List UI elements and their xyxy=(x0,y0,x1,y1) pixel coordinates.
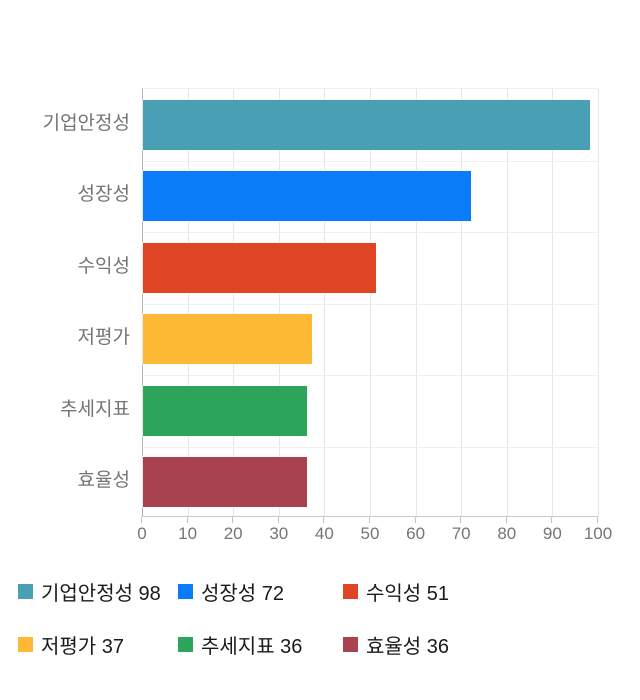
x-tick-label: 30 xyxy=(269,524,289,543)
horizontal-gridline xyxy=(143,232,598,233)
x-axis-tick xyxy=(414,517,416,523)
x-tick-label: 40 xyxy=(314,524,334,543)
category-label: 추세지표 xyxy=(60,399,130,420)
bar-추세지표[interactable] xyxy=(143,386,307,436)
legend-label: 저평가 37 xyxy=(41,636,125,658)
vertical-gridline xyxy=(233,89,235,516)
x-tick-label: 0 xyxy=(137,524,147,543)
x-axis-tick xyxy=(505,517,507,523)
vertical-gridline xyxy=(370,89,371,516)
bar-저평가[interactable] xyxy=(143,314,312,364)
legend-swatch-icon xyxy=(18,584,33,599)
x-axis-tick xyxy=(232,517,234,523)
vertical-gridline xyxy=(598,89,599,516)
bar-기업안정성[interactable] xyxy=(143,100,590,150)
x-axis-tick xyxy=(597,517,598,523)
legend-swatch-icon xyxy=(18,637,33,652)
x-tick-label: 70 xyxy=(451,524,471,543)
vertical-gridline xyxy=(324,89,326,516)
x-tick-label: 50 xyxy=(360,524,380,543)
bar-효율성[interactable] xyxy=(143,457,307,507)
legend-swatch-icon xyxy=(178,584,193,599)
category-label: 저평가 xyxy=(77,327,130,348)
x-tick-label: 100 xyxy=(583,524,613,543)
legend-item-저평가: 저평가 37 xyxy=(18,634,178,658)
category-label: 효율성 xyxy=(77,470,130,491)
horizontal-gridline xyxy=(143,304,598,305)
legend-label: 기업안정성 98 xyxy=(41,583,161,605)
vertical-gridline xyxy=(552,89,554,516)
plot-area xyxy=(142,88,599,517)
x-tick-label: 90 xyxy=(542,524,562,543)
vertical-gridline xyxy=(461,89,463,516)
horizontal-gridline xyxy=(143,447,598,448)
x-axis-tick xyxy=(186,517,188,523)
x-tick-label: 60 xyxy=(406,524,426,543)
category-label: 수익성 xyxy=(77,256,130,277)
x-tick-label: 80 xyxy=(497,524,517,543)
legend-item-추세지표: 추세지표 36 xyxy=(178,634,343,658)
legend-label: 수익성 51 xyxy=(366,583,450,605)
legend-swatch-icon xyxy=(178,637,193,652)
legend-swatch-icon xyxy=(343,637,358,652)
horizontal-gridline xyxy=(143,375,598,376)
legend: 기업안정성 98 성장성 72 수익성 51 저평가 37 추세지표 36 효율성 36 xyxy=(18,581,622,658)
category-label: 성장성 xyxy=(77,184,130,205)
bar-수익성[interactable] xyxy=(143,243,376,293)
horizontal-gridline xyxy=(143,161,598,162)
x-tick-label: 10 xyxy=(178,524,198,543)
x-axis-labels: 0 10 20 30 40 50 60 70 80 90 100 xyxy=(0,524,640,546)
legend-label: 추세지표 36 xyxy=(201,636,303,658)
legend-label: 효율성 36 xyxy=(366,636,450,658)
legend-item-수익성: 수익성 51 xyxy=(343,581,622,605)
vertical-gridline xyxy=(278,89,280,516)
x-axis-tick xyxy=(369,517,370,523)
legend-item-효율성: 효율성 36 xyxy=(343,634,622,658)
legend-swatch-icon xyxy=(343,584,358,599)
vertical-gridline xyxy=(187,89,189,516)
x-axis-tick xyxy=(277,517,279,523)
legend-label: 성장성 72 xyxy=(201,583,285,605)
legend-item-성장성: 성장성 72 xyxy=(178,581,343,605)
legend-item-기업안정성: 기업안정성 98 xyxy=(18,581,178,605)
vertical-gridline xyxy=(415,89,417,516)
x-axis-tick xyxy=(141,517,142,523)
x-axis-tick xyxy=(323,517,325,523)
x-tick-label: 20 xyxy=(223,524,243,543)
category-label: 기업안정성 xyxy=(42,113,130,134)
x-axis-tick xyxy=(551,517,553,523)
bar-성장성[interactable] xyxy=(143,171,471,221)
vertical-gridline xyxy=(506,89,508,516)
x-axis-tick xyxy=(460,517,462,523)
